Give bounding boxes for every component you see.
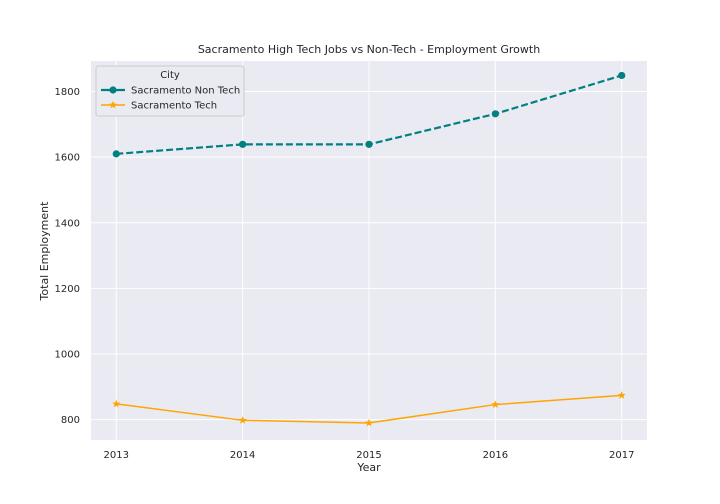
legend-label-sacramento-non-tech: Sacramento Non Tech <box>131 86 240 97</box>
grid <box>91 61 647 440</box>
chart-title: Sacramento High Tech Jobs vs Non-Tech - … <box>198 43 540 56</box>
x-tick-label-2013: 2013 <box>104 450 129 461</box>
legend-box <box>95 65 245 117</box>
data-point-sacramento-non-tech-2015 <box>365 140 373 148</box>
legend-title: City <box>160 70 180 81</box>
x-axis-label: Year <box>356 461 381 474</box>
legend-marker-sacramento-non-tech <box>109 86 117 94</box>
y-tick-label-1400: 1400 <box>55 218 80 229</box>
x-tick-label-2017: 2017 <box>609 450 634 461</box>
series-layer <box>112 71 626 427</box>
y-tick-label-1600: 1600 <box>55 153 80 164</box>
ticks: 800 1000 1200 1400 1600 1800 2013 2014 2015 2016 2… <box>55 87 635 461</box>
data-point-sacramento-tech-2014 <box>238 416 247 424</box>
x-tick-label-2016: 2016 <box>483 450 508 461</box>
legend: City Sacramento Non Tech Sacramento Tech <box>95 65 245 117</box>
legend-items: Sacramento Non Tech Sacramento Tech <box>101 86 240 112</box>
x-tick-label-2015: 2015 <box>356 450 381 461</box>
data-point-sacramento-tech-2013 <box>112 399 121 408</box>
y-tick-label-1800: 1800 <box>55 87 80 98</box>
x-tick-label-2014: 2014 <box>230 450 255 461</box>
y-tick-label-1000: 1000 <box>55 350 80 361</box>
data-point-sacramento-tech-2016 <box>491 400 500 408</box>
legend-label-sacramento-tech: Sacramento Tech <box>131 101 217 112</box>
data-point-sacramento-non-tech-2016 <box>491 110 499 118</box>
data-point-sacramento-non-tech-2014 <box>239 140 247 148</box>
data-point-sacramento-tech-2015 <box>365 418 373 427</box>
y-tick-label-1200: 1200 <box>55 284 80 295</box>
y-axis-label: Total Employment <box>38 201 51 302</box>
data-point-sacramento-non-tech-2013 <box>112 150 120 158</box>
data-point-sacramento-non-tech-2017 <box>618 71 626 80</box>
y-tick-label-800: 800 <box>61 415 80 426</box>
legend-marker-sacramento-tech <box>109 100 117 109</box>
data-point-sacramento-tech-2017 <box>617 391 626 399</box>
